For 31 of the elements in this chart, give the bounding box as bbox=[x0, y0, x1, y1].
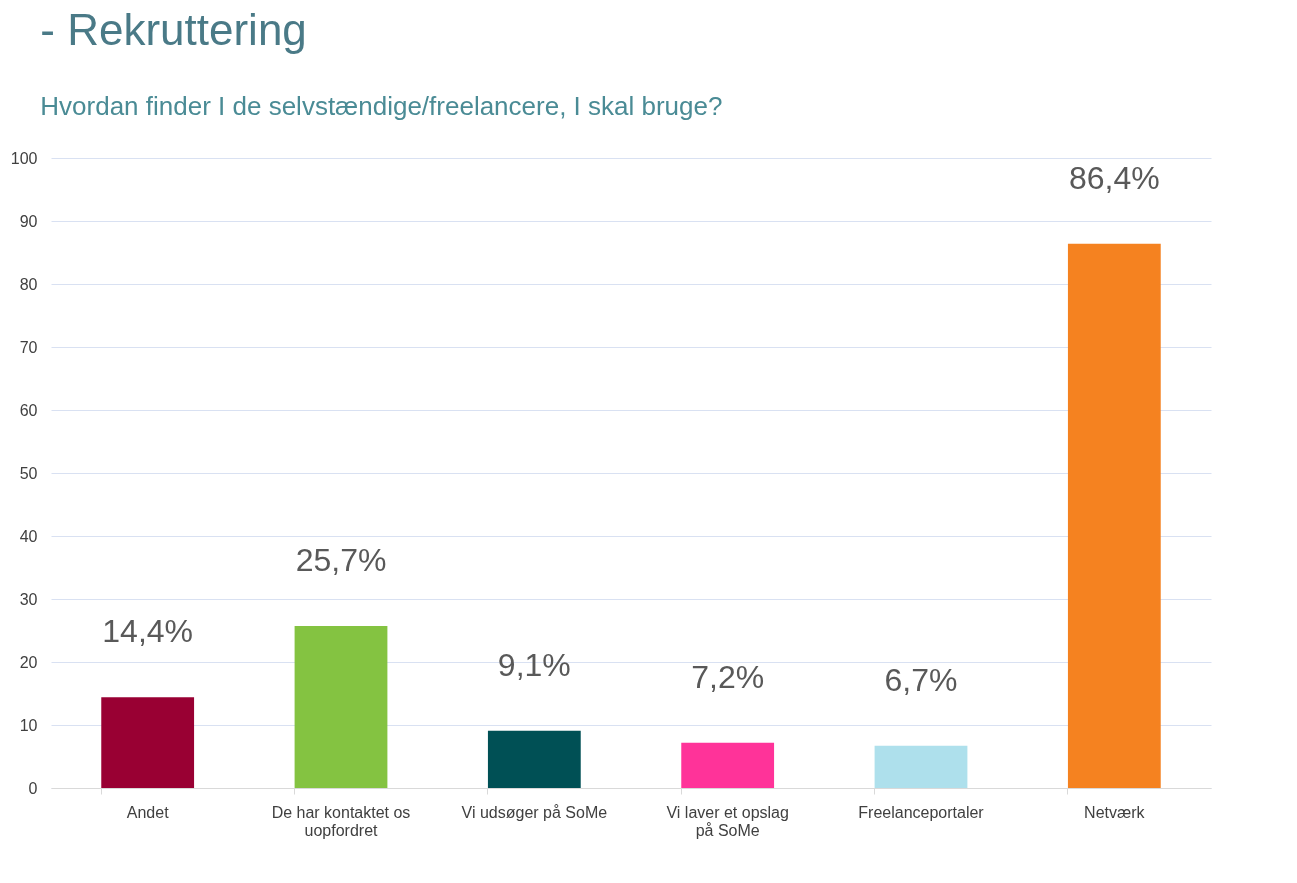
bar bbox=[101, 697, 195, 788]
y-tick-label: 0 bbox=[28, 779, 38, 797]
data-label: 7,2% bbox=[691, 658, 765, 695]
y-tick-label: 40 bbox=[19, 527, 38, 545]
y-tick-label: 50 bbox=[19, 464, 38, 482]
data-label: 86,4% bbox=[1068, 159, 1160, 196]
bar bbox=[681, 742, 775, 788]
data-label: 9,1% bbox=[497, 646, 571, 683]
x-tick-label: Netværk bbox=[1084, 803, 1146, 821]
bar bbox=[1067, 243, 1161, 788]
x-tick-label: Vi udsøger på SoMe bbox=[461, 803, 608, 821]
chart-title: - Rekruttering bbox=[40, 5, 307, 54]
y-tick-label: 20 bbox=[19, 653, 38, 671]
chart-subtitle: Hvordan finder I de selvstændige/freelancere, I skal bruge? bbox=[40, 91, 723, 121]
data-label: 14,4% bbox=[102, 613, 194, 650]
y-tick-label: 80 bbox=[19, 275, 38, 293]
y-tick-label: 30 bbox=[19, 590, 38, 608]
data-label: 6,7% bbox=[884, 661, 958, 698]
x-tick-label: De har kontaktet os uopfordret bbox=[271, 803, 411, 839]
bar bbox=[487, 730, 581, 788]
y-tick-label: 10 bbox=[19, 716, 38, 734]
x-tick-label: Andet bbox=[126, 803, 170, 821]
data-label: 25,7% bbox=[295, 542, 387, 579]
bar bbox=[874, 745, 968, 788]
bar bbox=[294, 626, 388, 788]
y-tick-label: 70 bbox=[19, 338, 38, 356]
y-tick-label: 60 bbox=[19, 401, 38, 419]
x-tick-label: Freelanceportaler bbox=[858, 803, 985, 821]
y-tick-label: 100 bbox=[10, 149, 38, 167]
x-tick-label: Vi laver et opslag på SoMe bbox=[666, 803, 789, 839]
y-tick-label: 90 bbox=[19, 212, 38, 230]
